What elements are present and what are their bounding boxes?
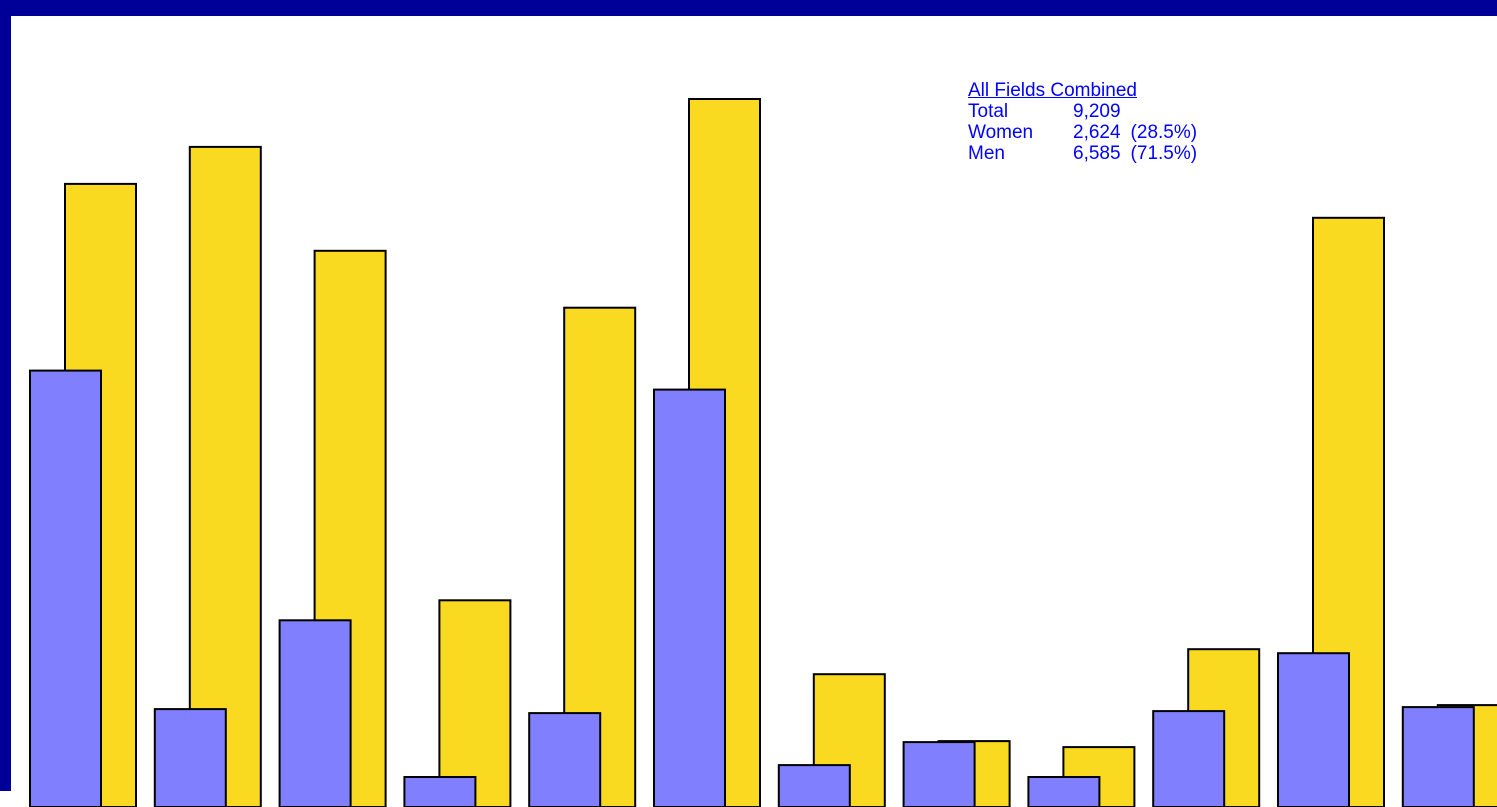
- women-bar-8: [902, 741, 976, 807]
- summary-label: Men: [968, 143, 1005, 164]
- summary-row-total: Total 9,209: [968, 101, 1197, 122]
- women-bar-10: [1152, 710, 1226, 807]
- summary-value: 6,585: [1073, 143, 1121, 164]
- summary-title: All Fields Combined: [968, 80, 1137, 101]
- summary-percent: (71.5%): [1130, 143, 1198, 164]
- bar-chart: [29, 98, 1497, 807]
- summary-value: 2,624: [1073, 122, 1121, 143]
- women-bar-11: [1277, 652, 1350, 807]
- women-bar-12: [1401, 706, 1475, 807]
- men-bar-2: [188, 145, 262, 807]
- women-bar-2: [153, 708, 227, 807]
- summary-percent: (28.5%): [1130, 122, 1198, 143]
- summary-row-women: Women 2,624 (28.5%): [968, 122, 1197, 143]
- women-bar-5: [528, 712, 602, 807]
- women-bar-3: [278, 619, 352, 807]
- women-bar-1: [29, 369, 102, 807]
- summary-label: Total: [968, 101, 1009, 122]
- women-bar-9: [1027, 776, 1101, 807]
- summary-row-men: Men 6,585 (71.5%): [968, 143, 1197, 164]
- women-bar-6: [653, 388, 726, 807]
- women-bar-4: [403, 776, 477, 807]
- men-bar-4: [438, 599, 512, 807]
- women-bar-7: [777, 764, 851, 807]
- summary-value: 9,209: [1073, 101, 1121, 122]
- summary-label: Women: [968, 122, 1034, 143]
- summary-legend: All Fields Combined Total 9,209 Women 2,62…: [968, 80, 1197, 164]
